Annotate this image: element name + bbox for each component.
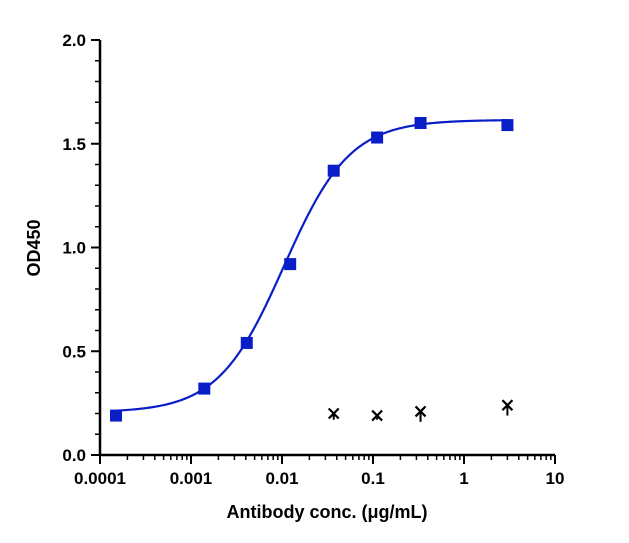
x-tick-label: 0.0001 [74,469,126,488]
data-point-square [284,258,297,271]
fit-curve-group [115,119,508,412]
x-tick-label: 0.1 [361,469,385,488]
y-tick-label: 1.0 [62,239,86,258]
data-point-x [371,409,383,422]
data-point-x [414,405,427,418]
y-tick-label: 1.5 [62,135,86,154]
data-point-square [371,131,384,144]
data-point-square [110,409,123,422]
x-axis-title: Antibody conc. (μg/mL) [227,502,428,522]
fit-curve [115,119,508,412]
y-axis-title: OD450 [24,219,44,276]
series-control [327,399,514,422]
y-tick-label: 0.0 [62,446,86,465]
data-point-square [240,336,253,349]
x-tick-label: 10 [546,469,565,488]
y-axis: 0.0 0.5 1.0 1.5 2.0 [62,31,102,465]
y-tick-label: 2.0 [62,31,86,50]
x-axis: 0.0001 0.001 0.01 0.1 1 10 [74,453,565,488]
series-specific-binding [110,117,514,422]
x-tick-label: 0.001 [170,469,213,488]
data-point-square [414,117,427,129]
x-tick-label: 1 [459,469,468,488]
data-point-x [501,399,514,411]
y-tick-label: 0.5 [62,342,86,361]
x-tick-label: 0.01 [265,469,298,488]
data-point-square [327,164,340,177]
data-point-x [327,407,340,420]
data-point-square [501,119,514,132]
data-point-square [198,382,211,395]
